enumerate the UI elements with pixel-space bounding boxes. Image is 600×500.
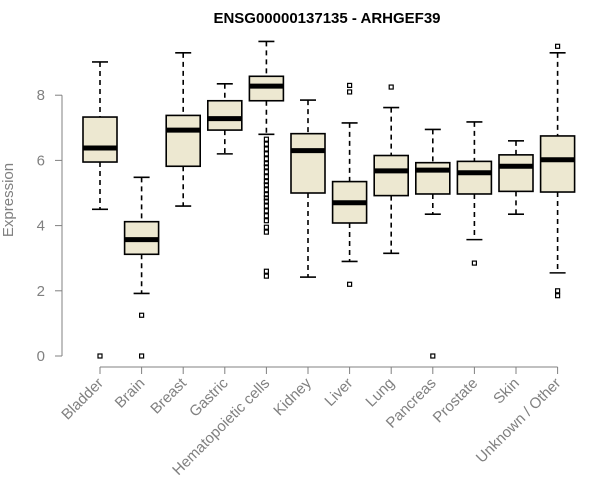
outlier-point bbox=[263, 203, 269, 209]
y-tick-label: 8 bbox=[37, 87, 45, 104]
outlier-point bbox=[263, 224, 269, 230]
outlier-point bbox=[554, 288, 561, 294]
x-tick-label: Lung bbox=[362, 375, 398, 411]
box-group-hematopoietic-cells bbox=[248, 40, 285, 279]
iqr-box bbox=[498, 154, 534, 193]
x-tick-label: Brain bbox=[112, 375, 149, 412]
iqr-box bbox=[207, 99, 243, 131]
outlier-point bbox=[263, 151, 269, 157]
outlier-point bbox=[263, 229, 269, 235]
outlier-point bbox=[263, 174, 269, 180]
outlier-point bbox=[263, 164, 269, 170]
iqr-box bbox=[414, 161, 451, 195]
box-group-brain bbox=[123, 176, 160, 359]
x-tick-label: Skin bbox=[490, 375, 523, 408]
y-axis: 0 2 4 6 8 bbox=[37, 87, 63, 365]
outlier-point bbox=[471, 260, 477, 266]
box-group-gastric bbox=[207, 82, 243, 155]
outlier-point bbox=[263, 136, 269, 142]
outlier-point bbox=[263, 178, 269, 185]
chart-title: ENSG00000137135 - ARHGEF39 bbox=[213, 10, 440, 27]
box-group-liver bbox=[331, 82, 368, 287]
outlier-point bbox=[430, 353, 436, 359]
outlier-point bbox=[263, 273, 269, 279]
iqr-box bbox=[82, 116, 118, 163]
y-tick-label: 2 bbox=[37, 283, 45, 300]
x-tick-label: Kidney bbox=[270, 374, 315, 419]
outlier-point bbox=[347, 89, 353, 95]
outlier-point bbox=[263, 268, 269, 274]
outlier-point bbox=[263, 141, 269, 147]
outlier-point bbox=[263, 169, 269, 175]
outlier-point bbox=[263, 213, 269, 219]
box-group-breast bbox=[165, 52, 201, 207]
iqr-box bbox=[456, 160, 493, 195]
outlier-point bbox=[263, 187, 269, 193]
iqr-box bbox=[290, 132, 326, 194]
iqr-box bbox=[165, 114, 201, 168]
x-tick-label: Prostate bbox=[430, 375, 482, 427]
outlier-point bbox=[554, 293, 561, 299]
iqr-box bbox=[373, 154, 410, 197]
box-group-bladder bbox=[82, 61, 118, 359]
outlier-point bbox=[263, 146, 269, 152]
outlier-point bbox=[263, 182, 269, 188]
box-group-unknown-other bbox=[539, 43, 576, 299]
outlier-point bbox=[263, 198, 269, 204]
y-axis-label: Expression bbox=[0, 163, 17, 237]
y-tick-label: 6 bbox=[37, 152, 45, 169]
box-group-prostate bbox=[456, 121, 493, 266]
plot-area bbox=[82, 40, 576, 359]
box-group-skin bbox=[498, 140, 534, 215]
outlier-point bbox=[263, 156, 269, 162]
box-group-kidney bbox=[290, 99, 326, 278]
outlier-point bbox=[263, 161, 269, 167]
outlier-point bbox=[263, 218, 269, 224]
outlier-point bbox=[97, 353, 103, 359]
y-tick-label: 0 bbox=[37, 348, 45, 365]
iqr-box bbox=[539, 135, 576, 193]
box-group-lung bbox=[373, 84, 410, 255]
outlier-point bbox=[388, 84, 394, 90]
outlier-point bbox=[554, 43, 561, 49]
outlier-point bbox=[263, 192, 269, 198]
x-tick-label: Bladder bbox=[58, 375, 107, 424]
outlier-point bbox=[139, 353, 145, 359]
y-tick-label: 4 bbox=[37, 218, 45, 235]
outlier-point bbox=[347, 281, 353, 287]
outlier-point bbox=[263, 195, 269, 201]
outlier-point bbox=[347, 82, 353, 89]
outlier-point bbox=[139, 312, 145, 318]
outlier-point bbox=[263, 208, 269, 214]
box-group-pancreas bbox=[414, 128, 451, 359]
x-tick-label: Breast bbox=[147, 374, 190, 417]
x-tick-label: Liver bbox=[321, 375, 356, 410]
